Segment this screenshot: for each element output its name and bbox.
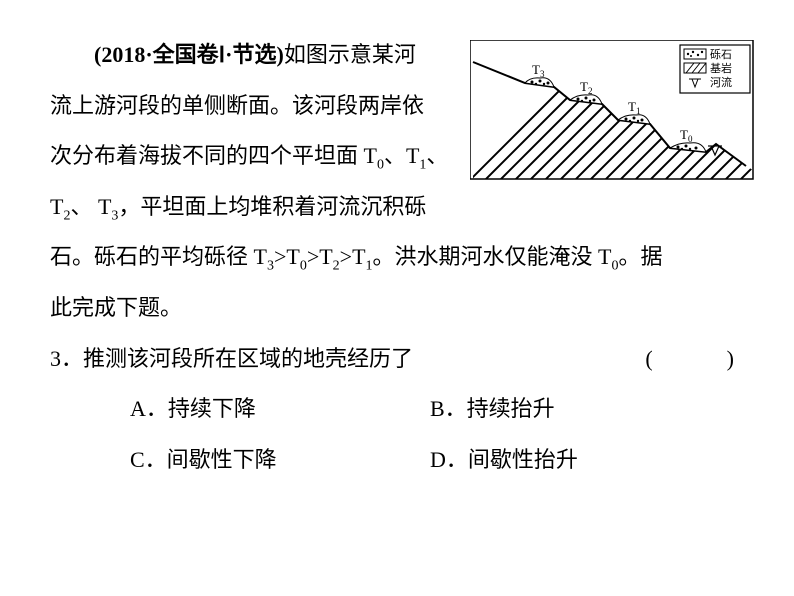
option-a[interactable]: A．持续下降	[130, 384, 430, 435]
option-d[interactable]: D．间歇性抬升	[430, 435, 730, 486]
question-3: 3．推测该河段所在区域的地壳经历了 ( )	[50, 334, 744, 385]
question-text: 推测该河段所在区域的地壳经历了	[83, 346, 413, 371]
legend-rock: 基岩	[710, 61, 732, 75]
cross-section-figure: 砾石 基岩 河流	[470, 40, 754, 180]
legend-river: 河流	[710, 75, 732, 89]
question-number: 3．	[50, 346, 83, 371]
source-label: (2018·全国卷Ⅰ·节选)	[94, 42, 284, 67]
options-block: A．持续下降 B．持续抬升 C．间歇性下降 D．间歇性抬升	[50, 384, 744, 485]
answer-blank: ( )	[645, 334, 744, 385]
legend-gravel: 砾石	[710, 48, 732, 61]
option-c[interactable]: C．间歇性下降	[130, 435, 430, 486]
option-b[interactable]: B．持续抬升	[430, 384, 730, 435]
